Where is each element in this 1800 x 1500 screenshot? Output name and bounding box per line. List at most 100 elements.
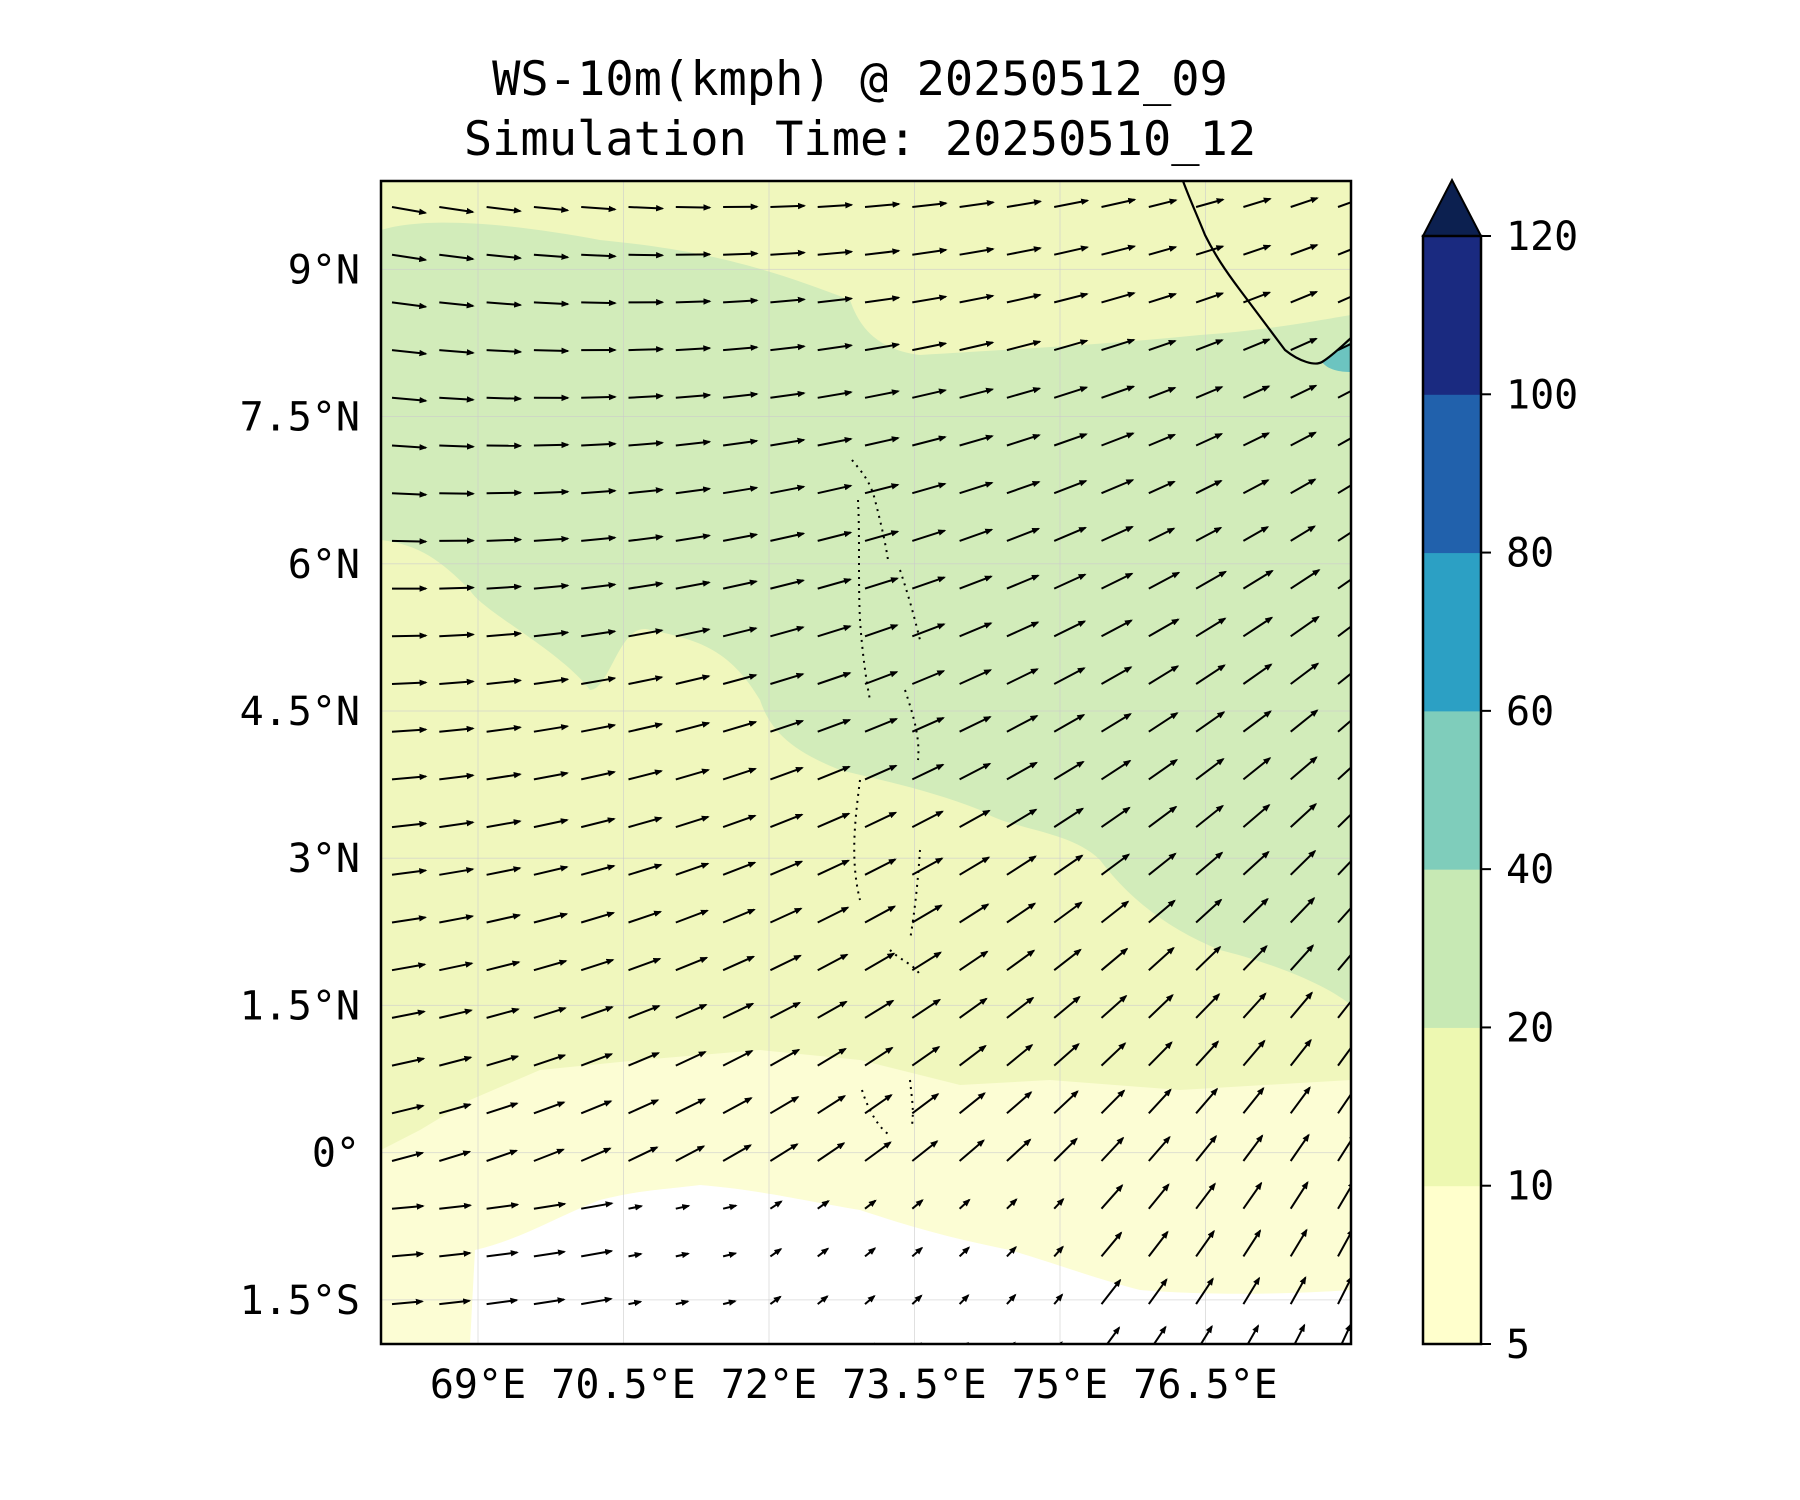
wind-vector-arrow <box>1053 433 1088 447</box>
wind-vector-arrow <box>391 1151 425 1162</box>
lat-tick-label: 9°N <box>288 247 360 293</box>
lon-tick-label: 69°E <box>430 1362 526 1408</box>
wind-vector-arrow <box>769 907 803 924</box>
wind-vector-arrow <box>1053 245 1089 256</box>
wind-vector-arrow <box>770 390 806 399</box>
wind-vector-arrow <box>817 672 852 685</box>
wind-vector-arrow <box>1006 199 1042 208</box>
wind-vector-arrow <box>675 533 711 542</box>
wind-vector-arrow <box>1100 947 1129 971</box>
wind-vector-arrow <box>439 253 475 262</box>
contour-fill-below-5 <box>470 1185 1351 1344</box>
wind-vector-arrow <box>959 669 993 685</box>
wind-vector-arrow <box>1242 1086 1265 1114</box>
lon-tick-label: 73.5°E <box>842 1362 987 1408</box>
wind-vector-arrow <box>1100 1136 1125 1162</box>
wind-vector-arrow <box>533 1054 567 1067</box>
wind-vector-arrow <box>628 1146 659 1162</box>
wind-vector-arrow <box>391 679 428 686</box>
wind-vector-arrow <box>675 1145 706 1162</box>
wind-vector-arrow <box>581 582 617 590</box>
wind-vector-arrow <box>391 491 428 498</box>
lat-tick-label: 6°N <box>288 542 360 588</box>
wind-vector-arrow <box>1290 431 1317 447</box>
wind-vector-arrow <box>486 772 522 781</box>
wind-vector-arrow <box>1337 999 1351 1019</box>
wind-vector-arrow <box>487 1348 517 1352</box>
wind-vector-arrow <box>581 487 617 495</box>
wind-vector-arrow <box>628 1252 643 1259</box>
wind-vector-arrow <box>439 725 475 733</box>
wind-vector-arrow <box>958 1294 970 1305</box>
wind-vector-arrow <box>722 485 759 495</box>
wind-vector-arrow <box>959 246 995 256</box>
wind-vector-arrow <box>675 627 711 638</box>
wind-vector-arrow <box>1242 992 1267 1019</box>
contour-fill-40-60 <box>1322 342 1351 372</box>
wind-vector-arrow <box>1195 1040 1220 1067</box>
wind-vector-arrow <box>1006 246 1042 256</box>
wind-vector-arrow <box>1337 906 1351 924</box>
colorbar-band <box>1423 1027 1481 1187</box>
wind-vector-arrow <box>1100 713 1132 733</box>
wind-vector-arrow <box>1195 1229 1215 1257</box>
wind-vector-arrow <box>391 206 428 215</box>
wind-vector-arrow <box>959 809 991 828</box>
wind-vector-arrow <box>912 435 947 447</box>
colorbar-tick-label: 100 <box>1506 372 1578 418</box>
wind-vector-arrow <box>722 908 756 924</box>
wind-vector-arrow <box>959 575 993 590</box>
wind-vector-arrow <box>580 1147 612 1162</box>
wind-vector-arrow <box>911 1093 940 1115</box>
wind-vector-arrow <box>1293 1323 1306 1344</box>
wind-vector-arrow <box>911 670 946 685</box>
colorbar-tick-label: 40 <box>1506 847 1554 893</box>
wind-vector-arrow <box>1290 244 1319 256</box>
latitude-tick-labels: 9°N 7.5°N 6°N 4.5°N 3°N 1.5°N 0° 1.5°S <box>240 247 360 1324</box>
wind-vector-arrow <box>391 962 427 972</box>
wind-vector-arrow <box>1053 479 1088 495</box>
wind-vector-arrow <box>769 954 802 972</box>
wind-vector-arrow <box>580 1006 614 1019</box>
wind-vector-arrow <box>722 767 757 781</box>
wind-vector-arrow <box>628 816 663 829</box>
colorbar-tick-labels: 5 10 20 40 60 80 100 120 <box>1481 214 1578 1368</box>
wind-vector-arrow <box>912 247 948 256</box>
wind-vector-arrow <box>817 953 849 972</box>
wind-vector-arrow <box>675 1050 707 1067</box>
wind-vector-arrow <box>1053 1043 1080 1067</box>
colorbar-band <box>1423 394 1481 554</box>
wind-vector-arrow <box>391 1298 424 1306</box>
wind-vector-arrow <box>1290 615 1320 638</box>
wind-vector-arrow <box>1006 1246 1017 1258</box>
colorbar-tick-label: 5 <box>1506 1322 1530 1368</box>
wind-vector-arrow <box>1242 385 1271 399</box>
wind-vector-arrow <box>1100 1278 1122 1305</box>
wind-vector-arrow <box>581 535 617 542</box>
wind-vector-arrow <box>391 632 428 639</box>
wind-vector-arrow <box>581 1296 613 1306</box>
wind-vector-arrow <box>486 583 523 591</box>
wind-vector-arrow <box>1195 664 1226 685</box>
wind-vector-arrow <box>1243 244 1272 256</box>
wind-vector-arrow <box>1006 715 1039 733</box>
wind-vector-arrow <box>439 490 475 497</box>
wind-vector-arrow <box>722 1050 754 1067</box>
wind-vector-arrow <box>1100 994 1128 1019</box>
wind-vector-arrow <box>439 1349 469 1352</box>
wind-vector-arrow <box>958 1198 971 1210</box>
wind-vector-arrow <box>1148 899 1176 924</box>
wind-vector-arrow <box>391 1251 425 1258</box>
wind-vector-arrow <box>911 904 943 924</box>
wind-vector-arrow <box>769 1200 783 1210</box>
wind-vector-arrow <box>1242 569 1274 590</box>
wind-vector-arrow <box>1006 761 1038 781</box>
wind-vector-arrow <box>675 815 710 829</box>
wind-vector-arrow <box>533 488 570 496</box>
wind-vector-arrow <box>1053 901 1083 924</box>
wind-vector-arrow <box>959 293 995 304</box>
wind-vector-arrow <box>1195 245 1225 256</box>
map-plot-area[interactable] <box>379 179 1366 1352</box>
wind-vector-arrow <box>1148 292 1178 304</box>
wind-vector-arrow <box>486 866 522 876</box>
